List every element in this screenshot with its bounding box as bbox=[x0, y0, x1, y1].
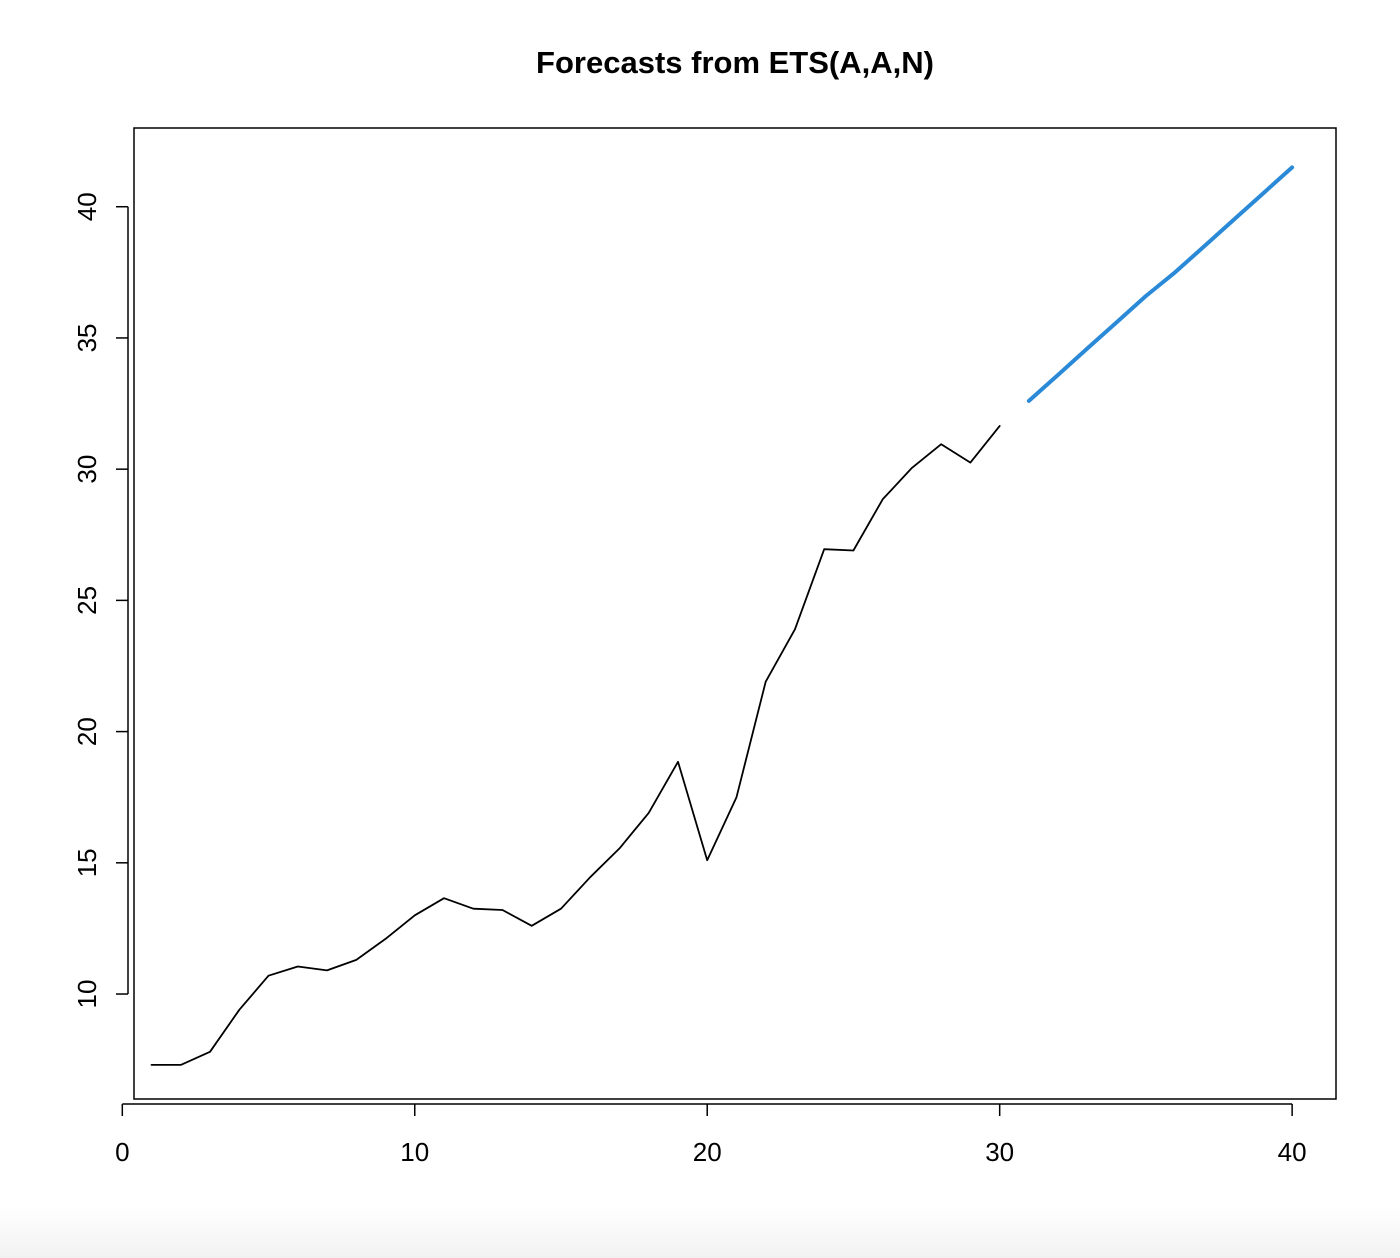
y-tick-label: 10 bbox=[72, 980, 102, 1009]
x-tick-label: 20 bbox=[693, 1137, 722, 1167]
y-tick-label: 15 bbox=[72, 848, 102, 877]
y-tick-label: 35 bbox=[72, 323, 102, 352]
plot-frame bbox=[133, 127, 1337, 1100]
series-layer bbox=[150, 165, 1295, 1066]
x-tick-label: 10 bbox=[400, 1137, 429, 1167]
y-tick-label: 30 bbox=[72, 455, 102, 484]
observed-line bbox=[150, 424, 1001, 1066]
y-tick-label: 40 bbox=[72, 192, 102, 221]
forecast-line bbox=[1026, 165, 1295, 403]
y-tick-label: 25 bbox=[72, 586, 102, 615]
x-tick-label: 30 bbox=[985, 1137, 1014, 1167]
axes: 0 10 20 30 40 10 15 20 25 30 35 40 bbox=[72, 192, 1307, 1167]
x-tick-label: 0 bbox=[115, 1137, 129, 1167]
y-tick-label: 20 bbox=[72, 717, 102, 746]
chart-title: Forecasts from ETS(A,A,N) bbox=[536, 45, 934, 80]
x-tick-label: 40 bbox=[1278, 1137, 1307, 1167]
window-bottom-edge bbox=[0, 1206, 1400, 1258]
